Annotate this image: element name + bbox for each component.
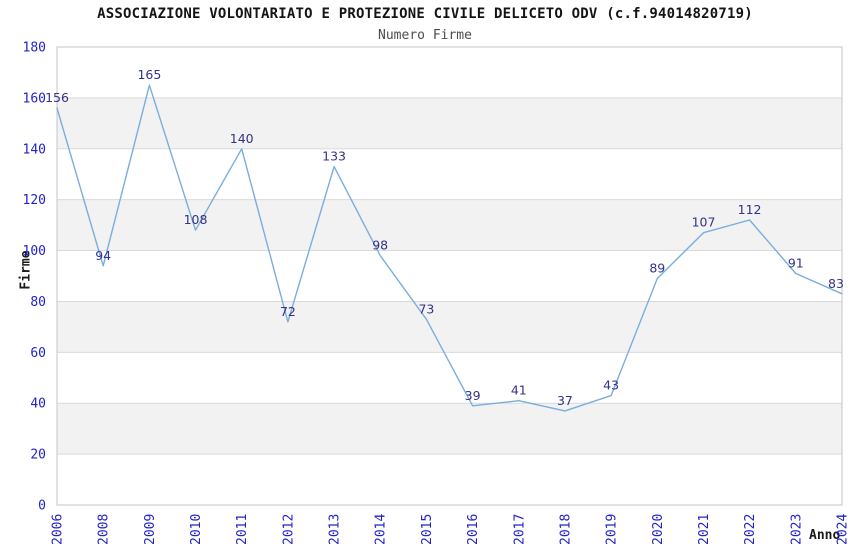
data-point-label: 133 — [322, 149, 346, 164]
data-point-label: 43 — [603, 378, 619, 393]
data-point-label: 37 — [557, 393, 573, 408]
x-tick-label: 2012 — [281, 514, 296, 545]
data-point-label: 72 — [280, 304, 296, 319]
x-tick-label: 2024 — [836, 514, 850, 545]
y-tick-label: 180 — [23, 41, 46, 56]
y-tick-label: 140 — [23, 142, 46, 157]
data-point-label: 165 — [137, 67, 161, 82]
data-point-label: 108 — [184, 212, 208, 227]
x-tick-label: 2019 — [605, 514, 620, 545]
x-tick-label: 2011 — [235, 514, 250, 545]
x-tick-label: 2010 — [189, 514, 204, 545]
x-tick-label: 2021 — [697, 514, 712, 545]
x-tick-label: 2018 — [558, 514, 573, 545]
chart-title: ASSOCIAZIONE VOLONTARIATO E PROTEZIONE C… — [97, 6, 753, 22]
y-tick-label: 100 — [23, 244, 46, 259]
y-tick-label: 120 — [23, 193, 46, 208]
data-point-label: 94 — [95, 248, 111, 263]
x-tick-label: 2013 — [328, 514, 343, 545]
data-point-label: 73 — [418, 301, 434, 316]
series-line — [56, 84, 843, 412]
data-point-label: 83 — [828, 276, 844, 291]
data-point-label: 112 — [738, 202, 762, 217]
x-tick-label: 2015 — [420, 514, 435, 545]
grid-band — [57, 97, 842, 149]
data-point-label: 140 — [230, 131, 254, 146]
x-tick-label: 2009 — [143, 514, 158, 545]
x-tick-label: 2022 — [743, 514, 758, 545]
y-tick-label: 60 — [30, 346, 46, 361]
x-tick-label: 2006 — [51, 514, 66, 545]
x-tick-label: 2016 — [466, 514, 481, 545]
y-tick-label: 0 — [38, 499, 46, 514]
data-point-label: 91 — [788, 256, 804, 271]
data-point-label: 89 — [649, 261, 665, 276]
chart-subtitle: Numero Firme — [378, 28, 472, 43]
data-point-label: 156 — [45, 90, 69, 105]
plot-border — [56, 46, 843, 506]
x-tick-label: 2020 — [651, 514, 666, 545]
grid-band — [57, 199, 842, 251]
y-tick-label: 160 — [23, 91, 46, 106]
y-tick-label: 80 — [30, 295, 46, 310]
data-point-label: 39 — [465, 388, 481, 403]
y-tick-label: 20 — [30, 448, 46, 463]
x-tick-label: 2008 — [97, 514, 112, 545]
data-point-label: 107 — [692, 215, 716, 230]
x-tick-label: 2023 — [789, 514, 804, 545]
x-tick-label: 2017 — [512, 514, 527, 545]
x-tick-label: 2014 — [374, 514, 389, 545]
data-point-label: 98 — [372, 238, 388, 253]
data-point-label: 41 — [511, 383, 527, 398]
grid-band — [57, 301, 842, 353]
grid-band — [57, 403, 842, 455]
x-axis-title: Anno — [809, 528, 841, 543]
y-tick-label: 40 — [30, 397, 46, 412]
